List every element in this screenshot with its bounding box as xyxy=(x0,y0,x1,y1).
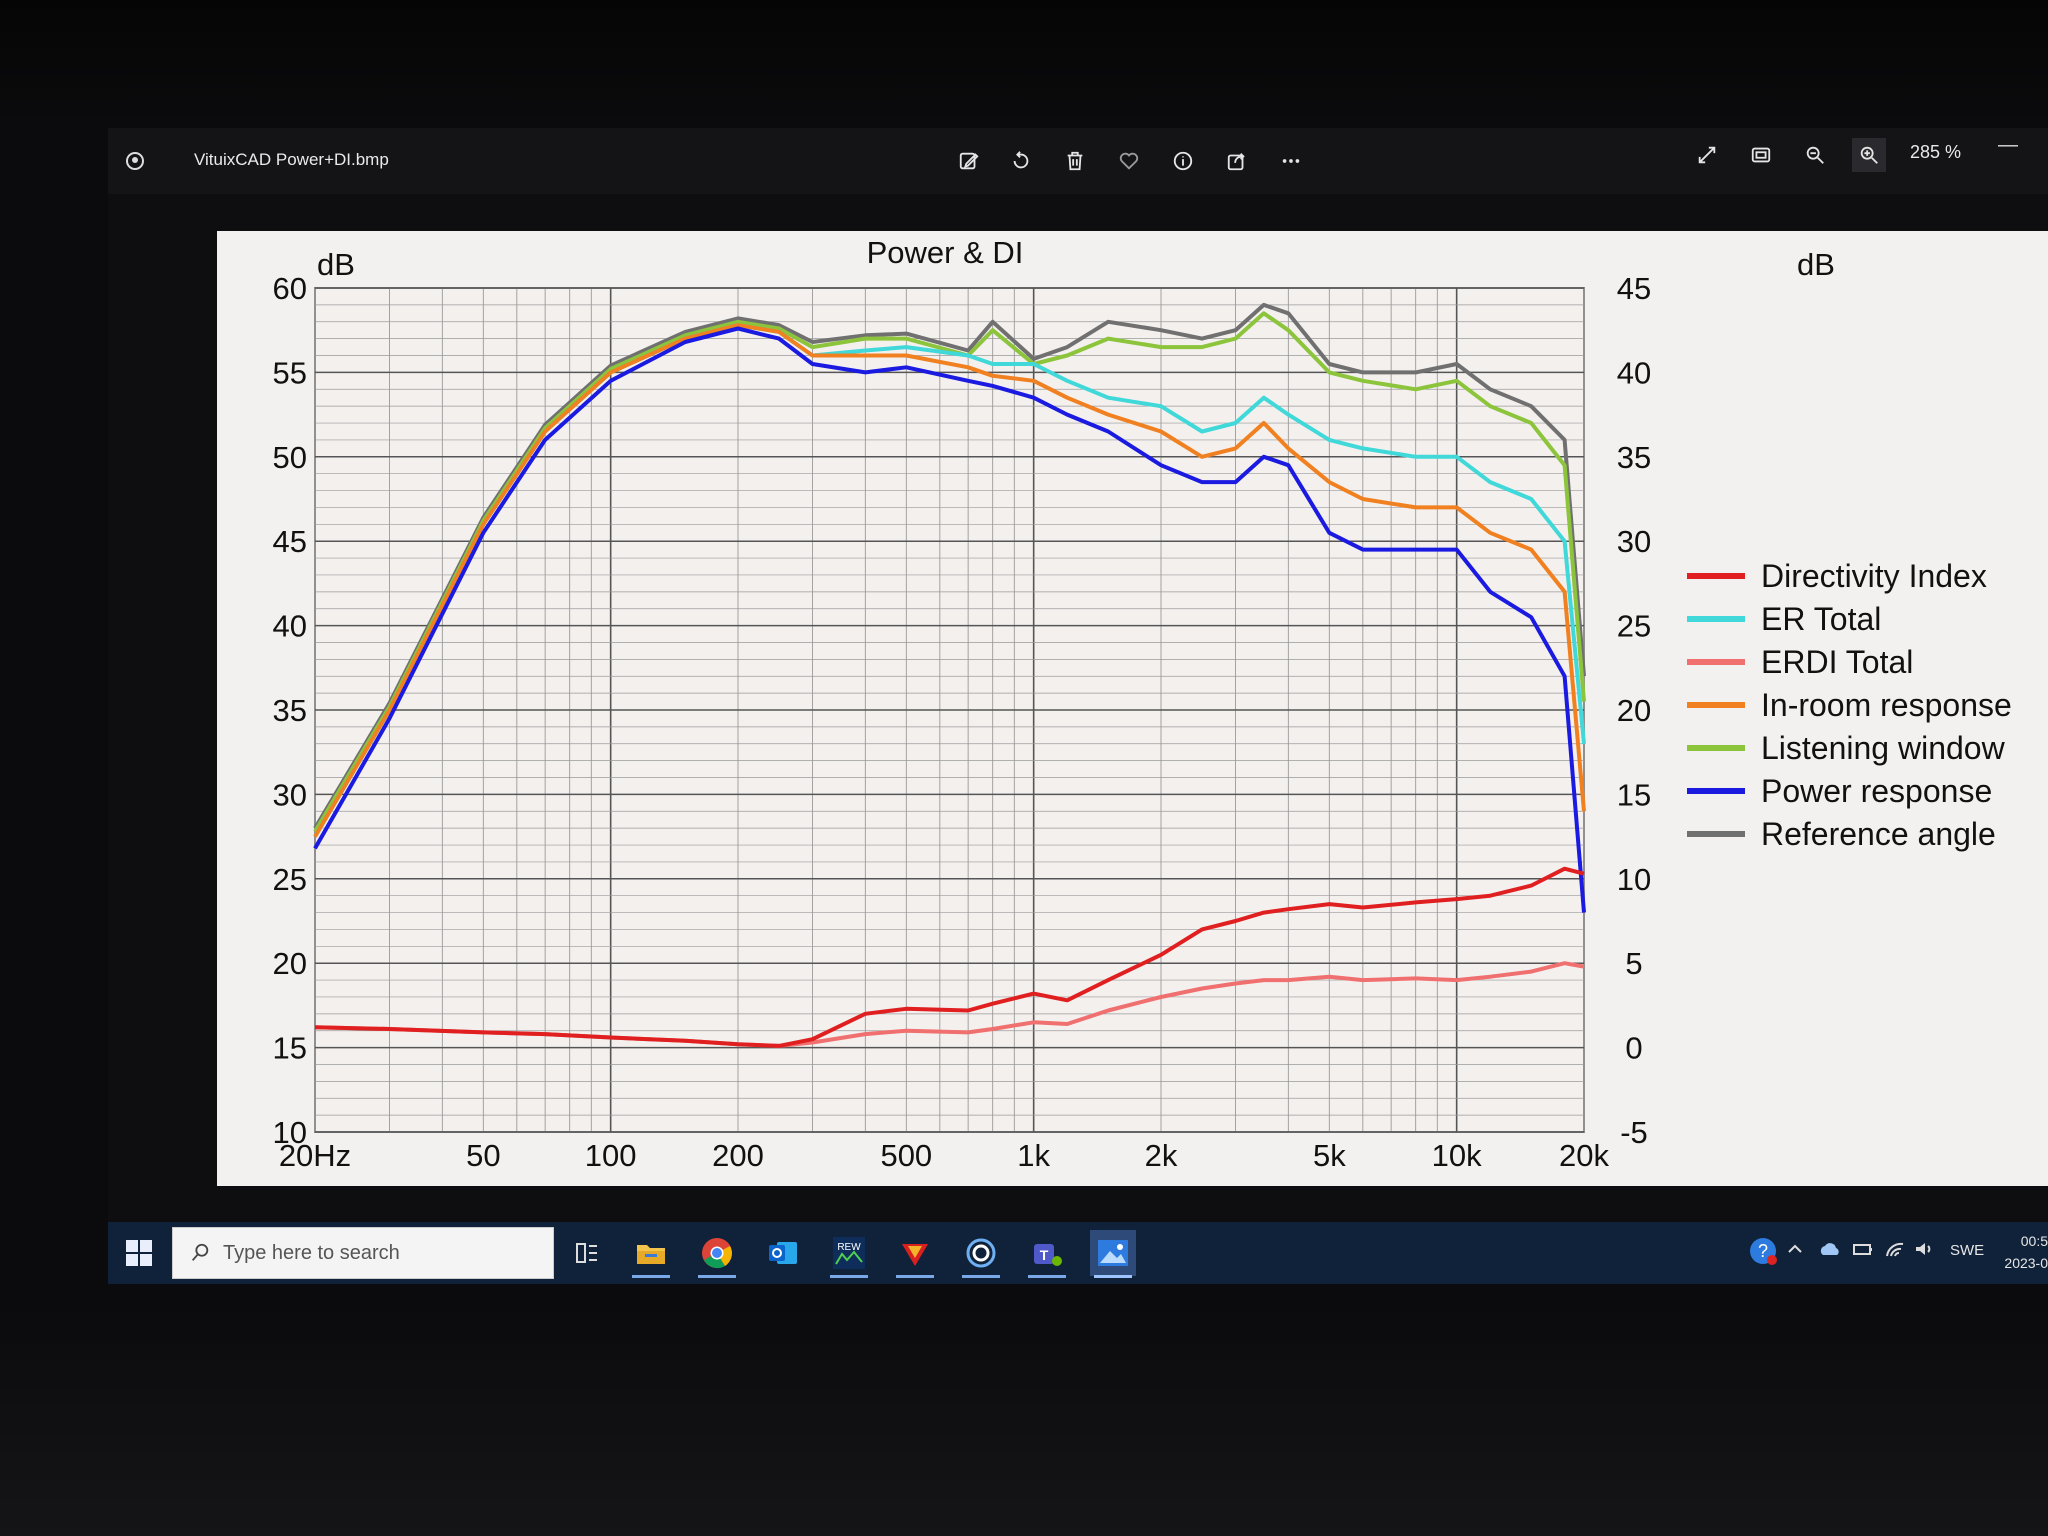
left-axis-unit: dB xyxy=(317,247,355,282)
y-left-tick-label: 15 xyxy=(273,1031,307,1066)
y-right-tick-label: 45 xyxy=(1617,271,1651,306)
battery-icon[interactable] xyxy=(1852,1240,1874,1262)
legend-label: Reference angle xyxy=(1761,816,1996,852)
x-tick-label: 20k xyxy=(1559,1138,1609,1173)
svg-text:REW: REW xyxy=(837,1242,861,1253)
x-tick-label: 100 xyxy=(585,1138,637,1173)
y-left-tick-label: 30 xyxy=(273,777,307,812)
task-view-icon[interactable] xyxy=(564,1230,610,1276)
y-left-tick-label: 35 xyxy=(273,693,307,728)
zoom-out-icon[interactable] xyxy=(1798,138,1832,172)
y-right-tick-label: 30 xyxy=(1617,524,1651,559)
window-title: VituixCAD Power+DI.bmp xyxy=(194,150,389,169)
legend-label: Listening window xyxy=(1761,730,2006,766)
legend-label: ER Total xyxy=(1761,601,1881,637)
rew-icon[interactable]: REW xyxy=(826,1230,872,1278)
svg-text:T: T xyxy=(1040,1247,1049,1263)
app-red-icon[interactable] xyxy=(892,1230,938,1278)
svg-text:?: ? xyxy=(1758,1241,1768,1261)
language-indicator[interactable]: SWE xyxy=(1950,1242,1985,1259)
y-left-tick-label: 45 xyxy=(273,524,307,559)
legend-label: ERDI Total xyxy=(1761,644,1913,680)
delete-icon[interactable] xyxy=(1058,144,1092,178)
chart-grid xyxy=(314,287,1585,1133)
y-right-tick-label: 10 xyxy=(1617,862,1651,897)
clock-date: 2023-0 xyxy=(2004,1255,2048,1271)
onedrive-icon[interactable] xyxy=(1818,1240,1842,1262)
photos-app-icon xyxy=(126,152,144,170)
y-right-tick-label: 25 xyxy=(1617,609,1651,644)
title-bar: VituixCAD Power+DI.bmp xyxy=(108,128,2048,194)
expand-icon[interactable] xyxy=(1690,138,1724,172)
share-icon[interactable] xyxy=(1220,144,1254,178)
volume-icon[interactable] xyxy=(1914,1240,1934,1262)
y-left-tick-label: 25 xyxy=(273,862,307,897)
taskbar-search[interactable]: Type here to search xyxy=(172,1227,554,1279)
zoom-level: 285 % xyxy=(1910,142,1962,162)
y-right-tick-label: 20 xyxy=(1617,693,1651,728)
x-tick-label: 500 xyxy=(880,1138,932,1173)
more-icon[interactable] xyxy=(1274,144,1308,178)
start-button[interactable] xyxy=(126,1240,152,1266)
outlook-icon[interactable] xyxy=(760,1230,806,1276)
info-icon[interactable] xyxy=(1166,144,1200,178)
series-line-power-response xyxy=(313,326,1586,913)
fit-icon[interactable] xyxy=(1744,138,1778,172)
y-left-tick-label: 60 xyxy=(273,271,307,306)
x-tick-label: 2k xyxy=(1145,1138,1178,1173)
photos-icon[interactable] xyxy=(1090,1230,1136,1278)
file-explorer-icon[interactable] xyxy=(628,1230,674,1278)
right-axis-unit: dB xyxy=(1797,247,1835,282)
help-icon[interactable]: ? xyxy=(1748,1236,1778,1270)
legend-label: Directivity Index xyxy=(1761,558,1987,594)
y-left-tick-label: 55 xyxy=(273,355,307,390)
chart-title: Power & DI xyxy=(867,235,1024,270)
wifi-icon[interactable] xyxy=(1884,1240,1906,1262)
taskbar: Type here to search REW T ? xyxy=(108,1222,2048,1284)
clock[interactable]: 00:5 2023-0 xyxy=(1998,1230,2048,1274)
y-right-tick-label: 0 xyxy=(1625,1031,1642,1066)
series-line-directivity-index xyxy=(314,866,1585,1048)
y-right-tick-label: 15 xyxy=(1617,777,1651,812)
minimize-button[interactable]: — xyxy=(1998,134,2018,156)
series-line-reference-angle xyxy=(313,302,1586,830)
chevron-up-icon[interactable] xyxy=(1786,1240,1804,1262)
zoom-in-icon[interactable] xyxy=(1852,138,1886,172)
x-tick-label: 200 xyxy=(712,1138,764,1173)
x-tick-label: 1k xyxy=(1017,1138,1050,1173)
edit-icon[interactable] xyxy=(952,144,986,178)
y-left-tick-label: 50 xyxy=(273,440,307,475)
y-left-tick-label: 10 xyxy=(273,1115,307,1150)
app-blue-icon[interactable] xyxy=(958,1230,1004,1278)
x-tick-label: 50 xyxy=(466,1138,500,1173)
search-icon xyxy=(191,1243,209,1261)
clock-time: 00:5 xyxy=(2020,1233,2048,1249)
x-tick-label: 10k xyxy=(1432,1138,1482,1173)
x-tick-label: 5k xyxy=(1313,1138,1346,1173)
x-tick-label: 20Hz xyxy=(279,1138,351,1173)
legend-label: In-room response xyxy=(1761,687,2012,723)
y-right-tick-label: 40 xyxy=(1617,355,1651,390)
y-left-tick-label: 20 xyxy=(273,946,307,981)
search-placeholder: Type here to search xyxy=(223,1242,400,1264)
teams-icon[interactable]: T xyxy=(1024,1230,1070,1278)
chart-image: Power & DI dB dB 20Hz 50 100 200 500 1k 2k 5k 10… xyxy=(217,231,2048,1186)
series-line-listening-window xyxy=(313,311,1586,833)
y-right-tick-label: -5 xyxy=(1620,1115,1648,1150)
legend-label: Power response xyxy=(1761,773,1992,809)
rotate-icon[interactable] xyxy=(1004,144,1038,178)
power-di-chart: Power & DI dB dB 20Hz 50 100 200 500 1k 2k 5k 10… xyxy=(273,235,2012,1173)
y-left-tick-label: 40 xyxy=(273,609,307,644)
y-right-tick-label: 5 xyxy=(1625,946,1642,981)
series-line-in-room-response xyxy=(313,323,1586,838)
y-right-tick-label: 35 xyxy=(1617,440,1651,475)
favorite-icon[interactable] xyxy=(1112,144,1146,178)
chrome-icon[interactable] xyxy=(694,1230,740,1278)
